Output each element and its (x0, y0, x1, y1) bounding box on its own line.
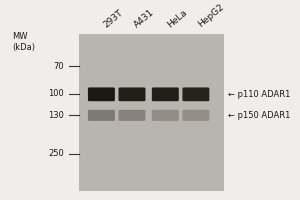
FancyBboxPatch shape (88, 87, 115, 101)
Text: A431: A431 (132, 8, 156, 29)
Text: ← p110 ADAR1: ← p110 ADAR1 (228, 90, 290, 99)
Text: 293T: 293T (101, 8, 124, 29)
Text: 250: 250 (48, 149, 64, 158)
FancyBboxPatch shape (79, 34, 224, 191)
FancyBboxPatch shape (182, 87, 209, 101)
FancyBboxPatch shape (152, 110, 179, 121)
FancyBboxPatch shape (118, 110, 146, 121)
FancyBboxPatch shape (152, 87, 179, 101)
Text: HeLa: HeLa (165, 8, 189, 29)
FancyBboxPatch shape (118, 87, 146, 101)
Text: 100: 100 (48, 89, 64, 98)
Text: HepG2: HepG2 (196, 3, 225, 29)
Text: 130: 130 (48, 111, 64, 120)
Text: MW
(kDa): MW (kDa) (13, 32, 35, 52)
FancyBboxPatch shape (88, 110, 115, 121)
Text: 70: 70 (53, 62, 64, 71)
Text: ← p150 ADAR1: ← p150 ADAR1 (228, 111, 290, 120)
FancyBboxPatch shape (182, 110, 209, 121)
